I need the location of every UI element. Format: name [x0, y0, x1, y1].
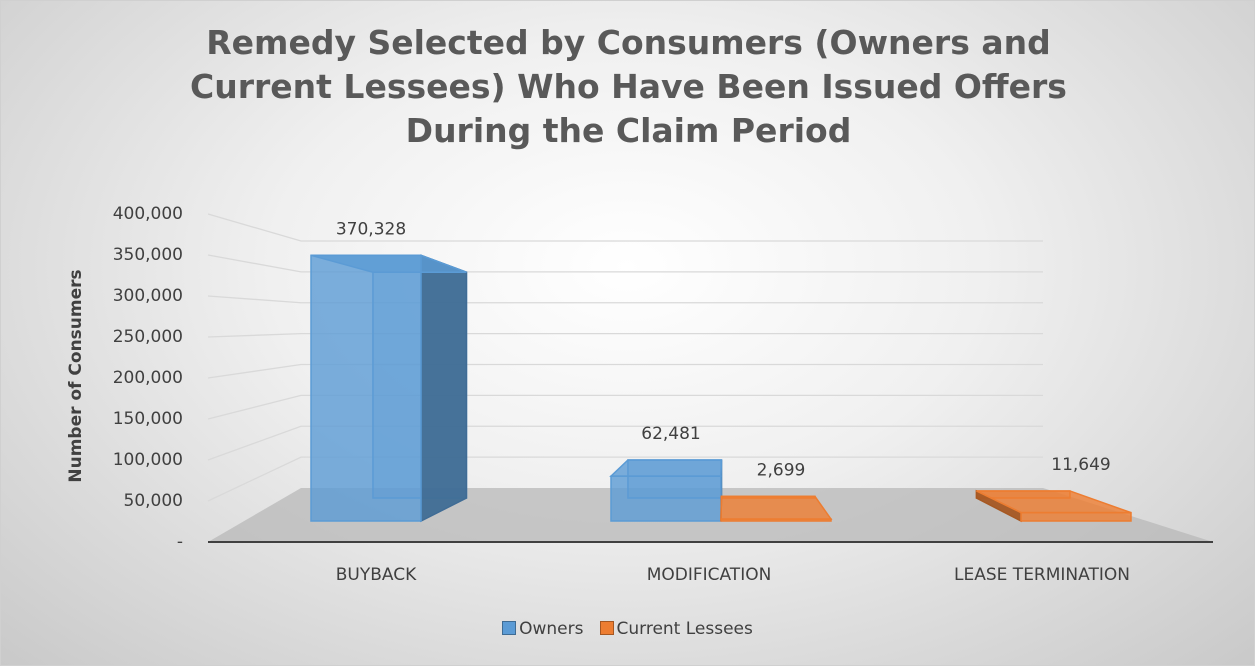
bar-front	[610, 475, 722, 522]
x-tick-label: MODIFICATION	[647, 565, 772, 585]
legend-label: Owners	[519, 619, 584, 639]
grid-line	[207, 425, 1043, 461]
y-tick-label: 350,000	[113, 245, 183, 265]
bar	[609, 459, 723, 522]
y-tick-label: 200,000	[113, 368, 183, 388]
legend-swatch	[599, 621, 614, 635]
bar-side	[420, 254, 468, 523]
legend-item: Current Lessees	[599, 619, 753, 639]
legend-label: Current Lessees	[616, 619, 753, 639]
grid-line	[207, 295, 1043, 304]
y-tick-label: 250,000	[113, 327, 183, 347]
y-tick-label: 300,000	[113, 286, 183, 306]
bar-front	[1020, 511, 1132, 522]
chart-title: Remedy Selected by Consumers (Owners and…	[190, 23, 1067, 150]
bar-top	[720, 495, 833, 520]
bar-front	[310, 254, 422, 522]
y-tick-label: 100,000	[113, 450, 183, 470]
y-axis-label: Number of Consumers	[66, 269, 86, 482]
data-label: 2,699	[757, 460, 806, 480]
y-tick-label: 150,000	[113, 409, 183, 429]
y-tick-label: -	[177, 532, 183, 552]
legend: Owners Current Lessees	[1, 619, 1254, 639]
data-label: 370,328	[336, 219, 406, 239]
legend-item: Owners	[502, 619, 584, 639]
bar	[720, 495, 833, 522]
bar	[975, 489, 1132, 523]
data-label: 62,481	[641, 424, 700, 444]
data-label: 11,649	[1051, 455, 1110, 475]
y-tick-label: 50,000	[124, 491, 183, 511]
grid-line	[207, 363, 1043, 379]
x-tick-label: BUYBACK	[336, 565, 417, 585]
bar-top	[609, 459, 723, 477]
legend-swatch	[502, 621, 517, 635]
x-tick-label: LEASE TERMINATION	[954, 565, 1130, 585]
grid-line	[207, 456, 1043, 502]
grid-line	[207, 394, 1043, 420]
grid-line	[207, 213, 1043, 242]
grid-line	[207, 332, 1043, 338]
grid-line	[207, 254, 1043, 273]
y-tick-label: 400,000	[113, 204, 183, 224]
bar-front	[720, 518, 832, 522]
bar	[310, 254, 468, 523]
